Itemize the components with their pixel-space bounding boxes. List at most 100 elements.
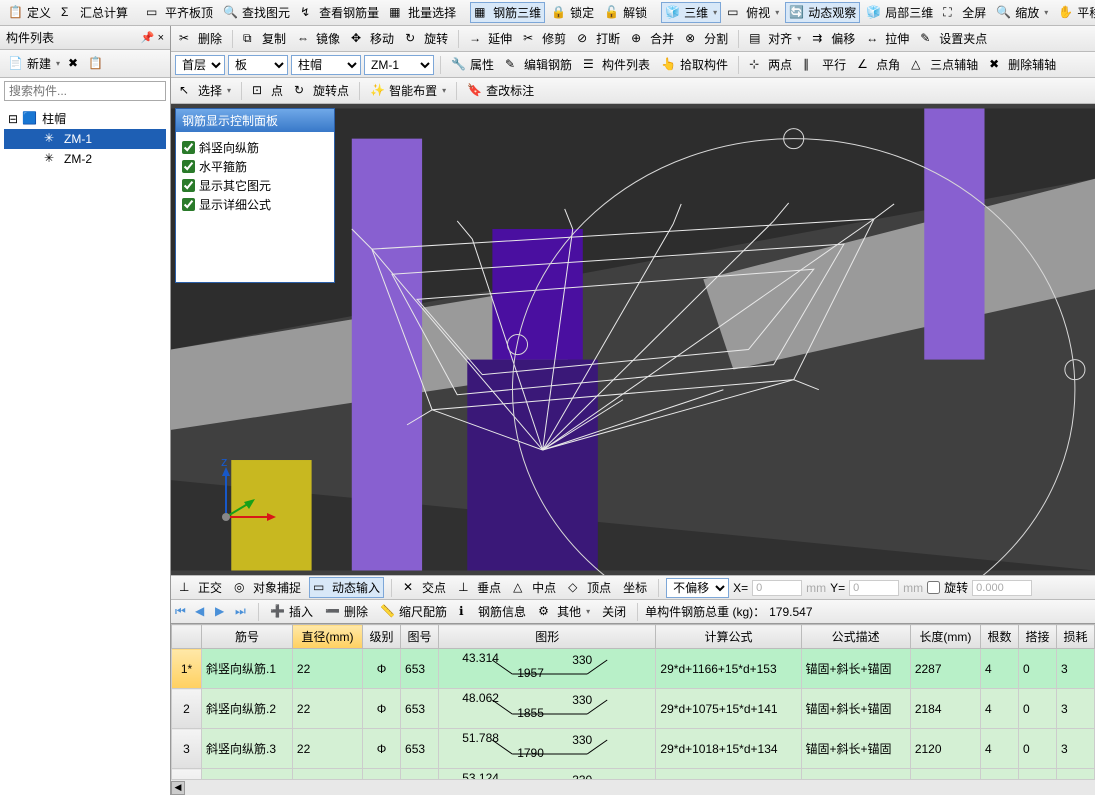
copy-icon[interactable]: 📋	[88, 56, 104, 72]
change-label-btn[interactable]: 🔖查改标注	[463, 80, 538, 101]
angle-btn[interactable]: ∠点角	[853, 54, 904, 75]
edit-rebar-btn[interactable]: ✎编辑钢筋	[501, 54, 576, 75]
table-row[interactable]: 3斜竖向纵筋.322Φ65351.788179033029*d+1018+15*…	[172, 729, 1095, 769]
prev-icon[interactable]: ◀	[195, 604, 211, 620]
offset-select[interactable]: 不偏移	[666, 578, 729, 598]
col-header[interactable]: 直径(mm)	[292, 625, 362, 649]
smart-btn[interactable]: ✨智能布置▾	[366, 80, 450, 101]
display-option[interactable]: 斜竖向纵筋	[182, 138, 328, 157]
new-component-btn[interactable]: 📄新建▾	[4, 53, 64, 74]
col-header[interactable]: 损耗	[1056, 625, 1094, 649]
move-btn[interactable]: ✥移动	[347, 28, 398, 49]
fullscreen-btn[interactable]: ⛶全屏	[939, 2, 990, 23]
dynview-btn[interactable]: 🔄动态观察	[785, 2, 860, 23]
dyninput-btn[interactable]: ▭动态输入	[309, 577, 384, 598]
topview-btn[interactable]: ▭俯视▾	[723, 2, 783, 23]
lock-btn[interactable]: 🔒锁定	[547, 2, 598, 23]
props-btn[interactable]: 🔧属性	[447, 54, 498, 75]
offset-btn[interactable]: ⇉偏移	[808, 28, 859, 49]
twopt-btn[interactable]: ⊹两点	[745, 54, 796, 75]
first-icon[interactable]: ⏮	[175, 604, 191, 620]
rebar-info-btn[interactable]: ℹ钢筋信息	[455, 601, 530, 622]
find-elem-btn[interactable]: 🔍查找图元	[219, 2, 294, 23]
search-input[interactable]	[4, 81, 166, 101]
zoom-btn[interactable]: 🔍缩放▾	[992, 2, 1052, 23]
stretch-btn[interactable]: ↔拉伸	[862, 28, 913, 49]
category-select[interactable]: 板	[228, 55, 288, 75]
col-header[interactable]: 图号	[401, 625, 439, 649]
tree-item-zm1[interactable]: ✳ ZM-1	[4, 129, 166, 149]
tree-root[interactable]: ⊟ 🟦 柱帽	[4, 108, 166, 129]
display-option[interactable]: 水平箍筋	[182, 157, 328, 176]
set-grip-btn[interactable]: ✎设置夹点	[916, 28, 991, 49]
display-checkbox[interactable]	[182, 160, 195, 173]
col-header[interactable]: 搭接	[1018, 625, 1056, 649]
pan-btn[interactable]: ✋平移▾	[1054, 2, 1095, 23]
delete-btn[interactable]: ✂删除	[175, 28, 226, 49]
rotate-btn[interactable]: ↻旋转	[401, 28, 452, 49]
col-header[interactable]: 图形	[439, 625, 656, 649]
unlock-btn[interactable]: 🔓解锁	[600, 2, 651, 23]
pick-btn[interactable]: 👆拾取构件	[657, 54, 732, 75]
define-btn[interactable]: 📋定义	[4, 2, 55, 23]
comp-list-btn[interactable]: ☰构件列表	[579, 54, 654, 75]
break-btn[interactable]: ⊘打断	[573, 28, 624, 49]
delete-icon[interactable]: ✖	[68, 56, 84, 72]
del-aux-btn[interactable]: ✖删除辅轴	[985, 54, 1060, 75]
rebar-3d-btn[interactable]: ▦钢筋三维	[470, 2, 545, 23]
view-rebar-btn[interactable]: ↯查看钢筋量	[296, 2, 383, 23]
3d-viewport[interactable]: 钢筋显示控制面板 斜竖向纵筋水平箍筋显示其它图元显示详细公式 z	[171, 104, 1095, 575]
rotpoint-btn[interactable]: ↻旋转点	[290, 80, 353, 101]
osnap-btn[interactable]: ◎对象捕捉	[230, 577, 305, 598]
trim-btn[interactable]: ✂修剪	[519, 28, 570, 49]
display-checkbox[interactable]	[182, 141, 195, 154]
merge-btn[interactable]: ⊕合并	[627, 28, 678, 49]
display-checkbox[interactable]	[182, 179, 195, 192]
delete-row-btn[interactable]: ➖删除	[321, 601, 372, 622]
col-header[interactable]: 公式描述	[801, 625, 910, 649]
col-header[interactable]: 根数	[981, 625, 1019, 649]
insert-row-btn[interactable]: ➕插入	[266, 601, 317, 622]
table-row[interactable]: 1*斜竖向纵筋.122Φ65343.314195733029*d+1166+15…	[172, 649, 1095, 689]
mirror-btn[interactable]: ⇔镜像	[293, 28, 344, 49]
table-row[interactable]: 2斜竖向纵筋.222Φ65348.062185533029*d+1075+15*…	[172, 689, 1095, 729]
copy-btn[interactable]: ⧉复制	[239, 28, 290, 49]
select-tool-btn[interactable]: ↖选择▾	[175, 80, 235, 101]
item-select[interactable]: ZM-1	[364, 55, 434, 75]
col-header[interactable]: 级别	[363, 625, 401, 649]
rotate-check[interactable]	[927, 581, 940, 594]
table-row[interactable]: 4斜竖向纵筋.422Φ65353.124176933029*d+1000+15*…	[172, 769, 1095, 780]
point-btn[interactable]: ⊡点	[248, 80, 287, 101]
align-btn[interactable]: ▤对齐▾	[745, 28, 805, 49]
cross-snap-btn[interactable]: ✕交点	[399, 577, 450, 598]
ortho-btn[interactable]: ⊥正交	[175, 577, 226, 598]
mid-snap-btn[interactable]: △中点	[509, 577, 560, 598]
threept-btn[interactable]: △三点辅轴	[907, 54, 982, 75]
col-header[interactable]: 长度(mm)	[910, 625, 980, 649]
col-header[interactable]	[172, 625, 202, 649]
batch-select-btn[interactable]: ▦批量选择	[385, 2, 460, 23]
sum-btn[interactable]: Σ汇总计算	[57, 2, 132, 23]
align-top-btn[interactable]: ▭平齐板顶	[142, 2, 217, 23]
component-type-select[interactable]: 柱帽	[291, 55, 361, 75]
last-icon[interactable]: ⏭	[235, 604, 251, 620]
peak-snap-btn[interactable]: ◇顶点	[564, 577, 615, 598]
floor-select[interactable]: 首层	[175, 55, 225, 75]
display-option[interactable]: 显示其它图元	[182, 176, 328, 195]
coord-btn[interactable]: 坐标	[619, 577, 651, 598]
tree-item-zm2[interactable]: ✳ ZM-2	[4, 149, 166, 169]
display-checkbox[interactable]	[182, 198, 195, 211]
col-header[interactable]: 计算公式	[656, 625, 801, 649]
pin-icon[interactable]: 📌 ×	[141, 31, 164, 44]
perp-snap-btn[interactable]: ⊥垂点	[454, 577, 505, 598]
3d-btn[interactable]: 🧊三维▾	[661, 2, 721, 23]
other-btn[interactable]: ⚙其他▾	[534, 601, 594, 622]
next-icon[interactable]: ▶	[215, 604, 231, 620]
split-btn[interactable]: ⊗分割	[681, 28, 732, 49]
close-table-btn[interactable]: 关闭	[598, 601, 630, 622]
display-option[interactable]: 显示详细公式	[182, 195, 328, 214]
horizontal-scrollbar[interactable]: ◀	[171, 779, 1095, 795]
scale-rebar-btn[interactable]: 📏缩尺配筋	[376, 601, 451, 622]
local3d-btn[interactable]: 🧊局部三维	[862, 2, 937, 23]
extend-btn[interactable]: →延伸	[465, 28, 516, 49]
